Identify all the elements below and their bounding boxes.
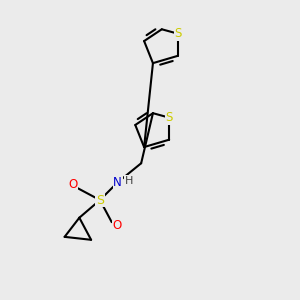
Text: S: S	[174, 27, 182, 40]
Text: O: O	[68, 178, 77, 191]
Text: S: S	[166, 111, 173, 124]
Text: O: O	[112, 219, 122, 232]
Text: H: H	[124, 176, 133, 186]
Text: S: S	[96, 194, 104, 207]
Text: N: N	[113, 176, 122, 189]
